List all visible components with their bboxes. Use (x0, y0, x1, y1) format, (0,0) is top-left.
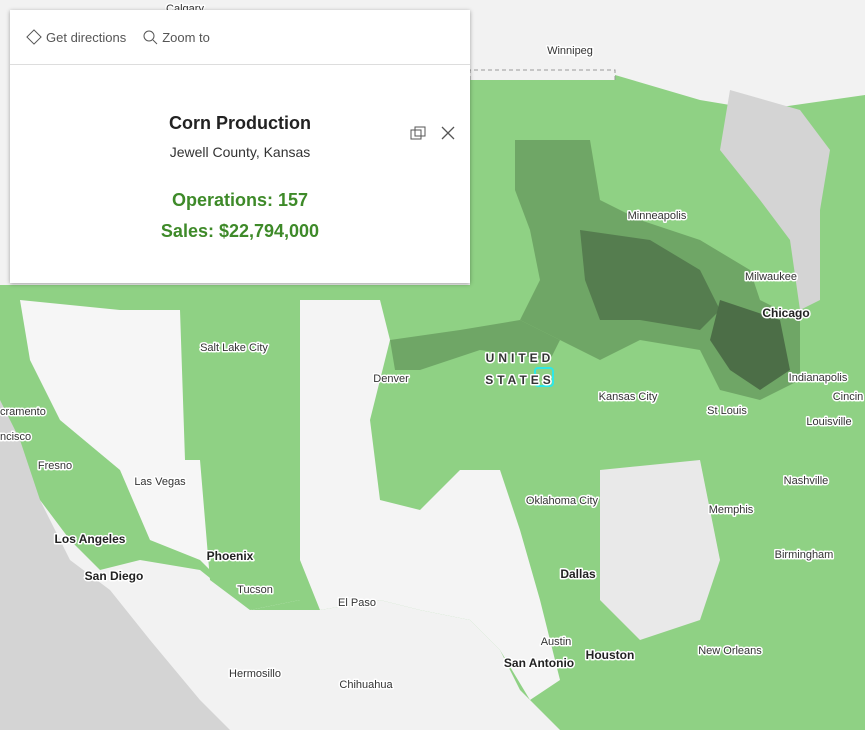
popup-actions: Get directions Zoom to (10, 10, 470, 65)
place-label: Dallas (560, 567, 596, 581)
gray-counties (600, 460, 720, 640)
place-label: El Paso (338, 597, 376, 609)
place-label: Chihuahua (339, 679, 393, 691)
arizona-counties (200, 460, 300, 610)
close-button[interactable] (440, 125, 456, 141)
great-lakes (720, 90, 830, 310)
plains-medium (390, 320, 560, 370)
place-label: Denver (373, 373, 409, 385)
place-label: Las Vegas (134, 476, 186, 488)
field: Operations: 157 (171, 190, 309, 210)
place-label: Birmingham (775, 549, 834, 561)
dock-button[interactable] (410, 125, 426, 141)
place-label: ncisco (0, 431, 31, 443)
get-directions[interactable]: Get directions (26, 29, 126, 45)
place-label: UNITED (486, 351, 555, 365)
place-label: Austin (541, 636, 572, 648)
place-label: Fresno (38, 460, 72, 472)
place-label: Tucson (237, 584, 273, 596)
place-label: San Diego (85, 569, 144, 583)
place-label: New Orleans (698, 645, 762, 657)
illinois-dark (710, 300, 790, 390)
place-label: Houston (586, 648, 635, 662)
place-label: San Antonio (504, 656, 574, 670)
place-label: Louisville (806, 416, 851, 428)
corn-belt-dark (580, 230, 720, 330)
unplanted-southwest (300, 300, 560, 700)
place-label: Hermosillo (229, 668, 281, 680)
place-label: cramento (0, 406, 46, 418)
popup: Get directions Zoom to Corn Production J… (10, 10, 470, 283)
place-label: Oklahoma City (526, 495, 599, 507)
place-label: Phoenix (207, 549, 254, 563)
place-label: Salt Lake City (200, 342, 268, 354)
place-label: Chicago (762, 306, 809, 320)
popup-subtitle: Jewell County, Kansas (169, 144, 311, 160)
ocean (0, 380, 230, 730)
popup-body: Corn Production Jewell County, Kansas Op… (10, 113, 470, 242)
place-label: Kansas City (599, 391, 658, 403)
place-label: St Louis (707, 405, 747, 417)
place-label: Memphis (709, 504, 754, 516)
popup-title: Corn Production (169, 113, 311, 133)
place-label: Indianapolis (789, 372, 848, 384)
zoom-icon (143, 30, 158, 45)
place-label: Milwaukee (745, 271, 797, 283)
place-label: Minneapolis (628, 210, 687, 222)
zoom-to[interactable]: Zoom to (142, 29, 210, 45)
field: Sales: $22,794,000 (160, 221, 320, 241)
action-label: Get directions (46, 29, 127, 45)
place-label: Cincin (833, 391, 864, 403)
place-label: Los Angeles (55, 532, 126, 546)
place-label: Nashville (784, 475, 829, 487)
place-label: STATES (485, 373, 555, 387)
selected-county[interactable] (534, 367, 554, 387)
directions-icon (26, 29, 42, 45)
action-label: Zoom to (162, 29, 210, 45)
popup-tools (410, 125, 456, 141)
place-label: Winnipeg (547, 45, 593, 57)
